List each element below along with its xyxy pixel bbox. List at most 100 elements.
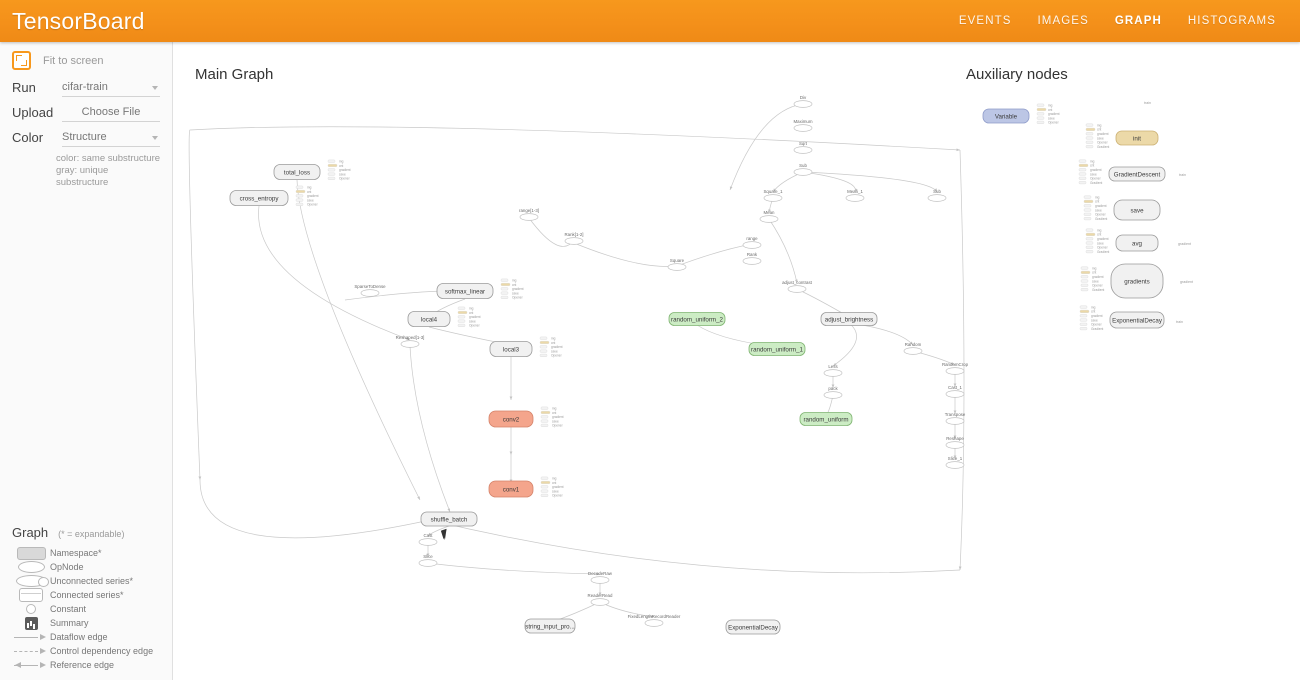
svg-text:gradient: gradient (1178, 242, 1191, 246)
svg-text:Opener: Opener (512, 296, 524, 300)
graph-node-total_loss: total_loss (273, 164, 321, 180)
legend-label: Dataflow edge (50, 632, 108, 642)
svg-text:Div: Div (800, 95, 807, 100)
color-select[interactable]: Structure (62, 128, 160, 147)
tab-histograms[interactable]: HISTOGRAMS (1187, 15, 1276, 27)
legend-item-dataflow-edge: Dataflow edge (0, 630, 173, 644)
graph-op-FixedLengthRecordReader: FixedLengthRecordReader (628, 614, 681, 627)
svg-text:Mean: Mean (764, 210, 776, 215)
svg-text:mg: mg (1097, 123, 1102, 127)
legend-label: Namespace* (50, 548, 102, 558)
svg-text:Opener: Opener (552, 424, 564, 428)
svg-text:mg: mg (1090, 159, 1095, 163)
legend-item-unconnected-series: Unconnected series* (0, 574, 173, 588)
svg-text:Opener: Opener (1048, 121, 1060, 125)
svg-text:RandomCrop: RandomCrop (942, 362, 969, 367)
graph-op-Square_1: Square_1 (763, 189, 783, 202)
color-note-line2: gray: unique substructure (56, 165, 109, 188)
graph-node-softmax_linear: softmax_linear (436, 283, 494, 299)
graph-canvas[interactable]: Main Graph Auxiliary nodes train train gra… (173, 42, 1300, 680)
svg-text:Gradient: Gradient (1090, 181, 1102, 185)
legend-item-opnode: OpNode (0, 560, 173, 574)
svg-text:cnt: cnt (1090, 164, 1094, 168)
svg-text:Opener: Opener (1097, 246, 1109, 250)
svg-text:Opener: Opener (552, 494, 564, 498)
svg-text:string_input_pro...: string_input_pro... (525, 624, 575, 631)
graph-op-Sub_2: Sub (927, 189, 947, 202)
svg-text:ExponentialDecay: ExponentialDecay (1112, 318, 1163, 325)
run-select[interactable]: cifar-train (62, 78, 160, 97)
graph-op-RandomCrop: RandomCrop (942, 362, 969, 375)
color-row: Color Structure (0, 124, 172, 149)
tab-images[interactable]: IMAGES (1037, 15, 1089, 27)
svg-text:Opener: Opener (307, 203, 319, 207)
svg-text:local4: local4 (421, 317, 438, 324)
fit-to-screen-row[interactable]: Fit to screen (0, 42, 172, 74)
svg-text:ExponentialDecay: ExponentialDecay (728, 625, 779, 632)
svg-text:Cast_1: Cast_1 (948, 385, 962, 390)
graph-node-avg: avg (1115, 234, 1159, 252)
fit-to-screen-icon[interactable] (12, 51, 31, 70)
svg-text:gradient: gradient (1092, 275, 1104, 279)
svg-text:mg: mg (1095, 195, 1100, 199)
svg-text:mg: mg (1097, 228, 1102, 232)
namespace-icon (12, 546, 50, 560)
graph-node-conv2: conv2 (488, 410, 534, 428)
svg-text:DecodeRaw: DecodeRaw (588, 571, 613, 576)
tab-graph[interactable]: GRAPH (1114, 15, 1162, 27)
svg-text:mg: mg (551, 337, 556, 341)
svg-text:Gradient: Gradient (1092, 288, 1104, 292)
svg-text:Opener: Opener (469, 324, 481, 328)
opnode-icon (12, 560, 50, 574)
graph-node-string_input_producer: string_input_pro... (524, 618, 576, 634)
color-label: Color (12, 130, 44, 145)
svg-text:save: save (339, 172, 346, 176)
svg-text:range[1-3]: range[1-3] (519, 208, 539, 213)
svg-text:cnt: cnt (1091, 310, 1095, 314)
graph-node-local4: local4 (407, 311, 451, 327)
legend-label: OpNode (50, 562, 84, 572)
svg-text:mg: mg (307, 186, 312, 190)
fit-to-screen-label: Fit to screen (43, 54, 104, 67)
svg-text:save: save (1130, 208, 1144, 215)
legend-item-constant: Constant (0, 602, 173, 616)
legend-item-control-dependency-edge: Control dependency edge (0, 644, 173, 658)
connected-series-icon (12, 588, 50, 602)
tab-events[interactable]: EVENTS (958, 15, 1012, 27)
svg-text:gradient: gradient (1090, 168, 1102, 172)
graph-op-Slice_1: Slice_1 (945, 456, 965, 469)
svg-text:Opener: Opener (1091, 323, 1103, 327)
svg-text:gradient: gradient (339, 168, 351, 172)
svg-text:save: save (1091, 318, 1098, 322)
legend-title: Graph (12, 525, 49, 540)
svg-text:ReaderRead: ReaderRead (588, 593, 613, 598)
graph-node-random_uniform: random_uniform (799, 412, 853, 426)
run-label: Run (12, 80, 36, 95)
svg-text:Gradient: Gradient (1097, 250, 1109, 254)
legend-label: Unconnected series* (50, 576, 134, 586)
svg-text:Reshaped[1-3]: Reshaped[1-3] (396, 335, 425, 340)
svg-text:range: range (746, 236, 758, 241)
graph-op-Mean: Mean (759, 210, 779, 223)
choose-file-label: Choose File (81, 106, 141, 118)
svg-text:mg: mg (469, 307, 474, 311)
auxiliary-nodes-title: Auxiliary nodes (966, 66, 1068, 83)
svg-text:save: save (552, 419, 559, 423)
nav-tabs: EVENTS IMAGES GRAPH HISTOGRAMS (959, 15, 1284, 27)
color-note-line1: color: same substructure (56, 153, 161, 164)
dataflow-edge-icon (12, 630, 50, 644)
graph-svg[interactable]: traintraingradientgradienttrainmgcntgrad… (173, 42, 1300, 680)
svg-text:Square: Square (670, 258, 685, 263)
svg-text:FixedLengthRecordReader: FixedLengthRecordReader (628, 614, 681, 619)
svg-text:random_uniform_1: random_uniform_1 (751, 347, 803, 354)
graph-op-Less: Less (823, 364, 843, 377)
svg-text:Square_1: Square_1 (763, 189, 783, 194)
svg-text:gradient: gradient (1095, 204, 1107, 208)
graph-op-pack: pack (823, 386, 843, 399)
choose-file-button[interactable]: Choose File (62, 103, 160, 122)
svg-text:Gradient: Gradient (1097, 145, 1109, 149)
svg-text:mg: mg (1048, 104, 1053, 108)
chevron-down-icon (152, 86, 158, 90)
graph-op-Maximum: Maximum (793, 119, 813, 132)
